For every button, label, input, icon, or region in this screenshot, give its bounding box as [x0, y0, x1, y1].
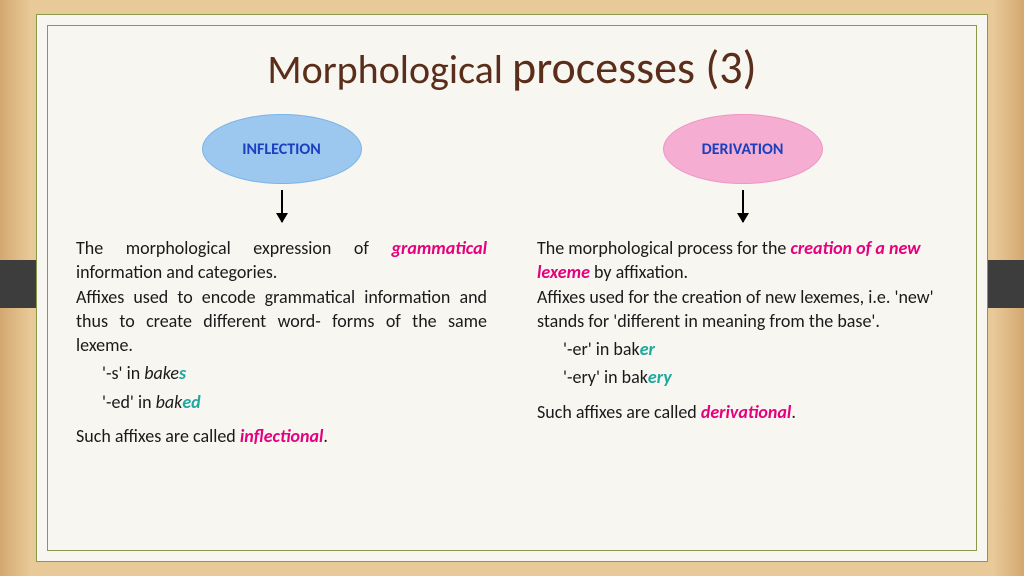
binder-clip-left	[0, 260, 40, 308]
highlight-inflectional: inflectional	[240, 425, 324, 447]
left-ex1: '-s' in bakes	[76, 361, 487, 385]
text: .	[323, 425, 328, 447]
right-p3: Such affixes are called derivational.	[537, 400, 948, 424]
column-right: DERIVATION The morphological process for…	[537, 114, 948, 448]
left-p2: Affixes used to encode grammatical infor…	[76, 285, 487, 358]
text: Such affixes are called	[76, 425, 240, 447]
title-part2: processes (3)	[512, 40, 757, 96]
right-p1: The morphological process for the creati…	[537, 236, 948, 285]
inflection-ellipse: INFLECTION	[202, 114, 362, 184]
text: '-ery' in bak	[563, 366, 648, 388]
columns: INFLECTION The morphological expression …	[76, 114, 948, 448]
text: '-er' in bak	[563, 338, 640, 360]
left-ex2: '-ed' in baked	[76, 390, 487, 414]
inflection-body: The morphological expression of grammati…	[76, 236, 487, 448]
title-part1: Morphological	[267, 45, 512, 94]
text: .	[791, 401, 796, 423]
text: The morphological process for the	[537, 237, 790, 259]
arrow-down-icon	[742, 190, 744, 222]
text: '-s' in	[102, 362, 144, 384]
highlight-grammatical: grammatical	[391, 237, 487, 259]
left-p3: Such affixes are called inflectional.	[76, 424, 487, 448]
binder-clip-right	[984, 260, 1024, 308]
text: The morphological expression of	[76, 237, 391, 259]
column-left: INFLECTION The morphological expression …	[76, 114, 487, 448]
slide-inner: Morphological processes (3) INFLECTION T…	[47, 25, 977, 551]
text: by affixation.	[590, 261, 688, 283]
text: information and categories.	[76, 261, 277, 283]
slide-title: Morphological processes (3)	[76, 40, 948, 96]
highlight-suffix: ery	[648, 366, 672, 388]
right-p2: Affixes used for the creation of new lex…	[537, 285, 948, 334]
right-ex1: '-er' in baker	[537, 337, 948, 361]
highlight-derivational: derivational	[701, 401, 792, 423]
left-p1: The morphological expression of grammati…	[76, 236, 487, 285]
text: Such affixes are called	[537, 401, 701, 423]
text: bak	[156, 391, 183, 413]
right-ex2: '-ery' in bakery	[537, 365, 948, 389]
text: '-ed' in	[102, 391, 156, 413]
inflection-label: INFLECTION	[242, 140, 321, 159]
highlight-suffix: s	[179, 362, 186, 384]
derivation-label: DERIVATION	[702, 140, 784, 159]
highlight-suffix: er	[640, 338, 655, 360]
text: bake	[144, 362, 179, 384]
derivation-body: The morphological process for the creati…	[537, 236, 948, 424]
derivation-ellipse: DERIVATION	[663, 114, 823, 184]
arrow-down-icon	[281, 190, 283, 222]
highlight-suffix: ed	[182, 391, 200, 413]
slide-panel: Morphological processes (3) INFLECTION T…	[36, 14, 988, 562]
